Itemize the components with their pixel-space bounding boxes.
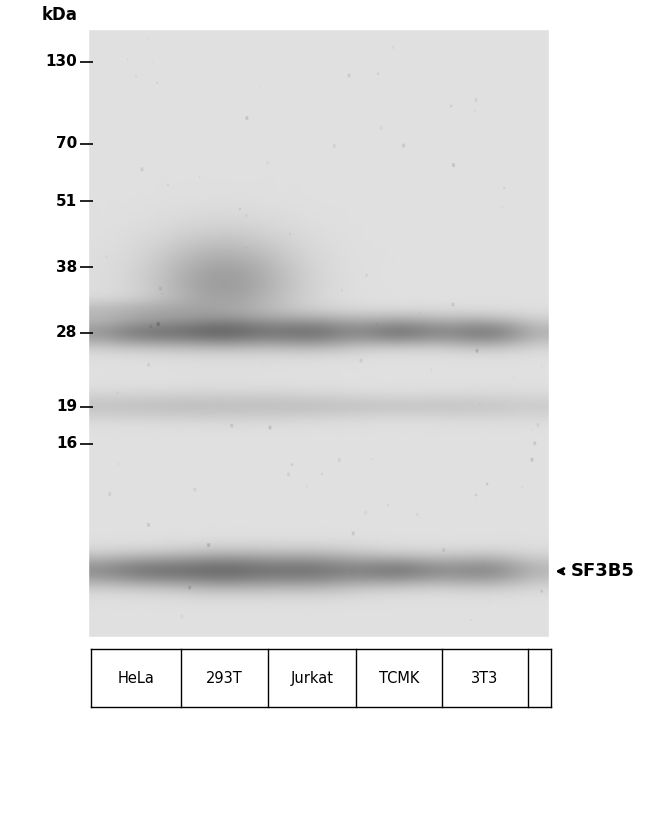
Bar xyxy=(0,0,650,29)
Text: HeLa: HeLa xyxy=(118,671,154,686)
Text: 293T: 293T xyxy=(206,671,242,686)
Bar xyxy=(0,637,650,822)
Text: 38: 38 xyxy=(56,260,77,275)
Text: 28: 28 xyxy=(56,326,77,340)
Text: 16: 16 xyxy=(56,436,77,451)
Text: 51: 51 xyxy=(57,194,77,209)
Text: 70: 70 xyxy=(56,136,77,151)
Text: SF3B5: SF3B5 xyxy=(571,562,634,580)
Bar xyxy=(549,0,650,822)
Text: 130: 130 xyxy=(46,54,77,69)
Text: TCMK: TCMK xyxy=(379,671,419,686)
Text: kDa: kDa xyxy=(42,6,77,24)
Text: 19: 19 xyxy=(57,399,77,414)
Text: Jurkat: Jurkat xyxy=(291,671,333,686)
Text: 3T3: 3T3 xyxy=(471,671,499,686)
Bar xyxy=(0,0,88,822)
